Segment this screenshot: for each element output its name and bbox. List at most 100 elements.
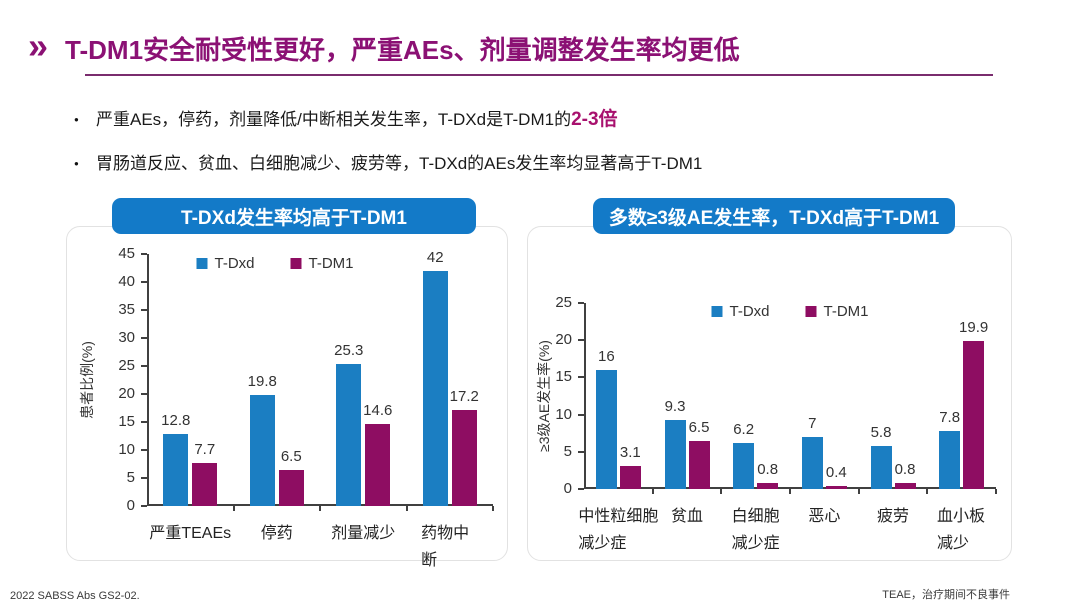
bar-t-dxd: [422, 270, 448, 506]
bar-t-dm1: [192, 462, 218, 506]
category-label: 停药: [260, 525, 293, 542]
y-axis-tick-label: 20: [555, 331, 572, 349]
bar-value-label: 3.1: [619, 443, 641, 461]
y-axis-label: ≥3级AE发生率(%): [536, 340, 552, 452]
legend-label: T-Dxd: [729, 303, 770, 320]
slide-header: » T-DM1安全耐受性更好，严重AEs、剂量调整发生率均更低: [28, 28, 740, 68]
y-axis-tick-mark: [141, 281, 147, 283]
bar-value-label: 16: [597, 347, 615, 365]
y-axis-tick-label: 15: [118, 413, 135, 430]
legend-swatch: [711, 306, 723, 317]
bar-t-dxd: [733, 442, 755, 489]
bar-value-label: 19.8: [247, 373, 277, 391]
y-axis-tick-mark: [578, 339, 584, 342]
bar-t-dm1: [963, 340, 985, 489]
y-axis-tick-mark: [578, 413, 584, 416]
category-label: 血小板减少: [936, 508, 985, 553]
y-axis-label: 患者比例(%): [79, 341, 95, 419]
right-chart-panel: ≥3级AE发生率(%) 0 5 10 15 20 25 16 3.1 中性粒细胞 减少症 9.3 6.…: [527, 226, 1012, 561]
x-axis-tick-mark: [232, 506, 235, 511]
y-axis-tick-label: 25: [555, 294, 572, 311]
bar-value-label: 0.8: [894, 461, 916, 479]
y-axis-tick-label: 10: [555, 405, 572, 423]
y-axis-tick-mark: [141, 253, 147, 255]
bar-value-label: 14.6: [363, 402, 393, 420]
bar-value-label: 19.9: [959, 318, 989, 336]
y-axis-tick-label: 30: [118, 329, 135, 346]
x-axis-tick-mark: [995, 489, 997, 494]
bar-t-dm1: [757, 483, 779, 489]
legend: T-Dxd T-DM1: [711, 303, 869, 320]
bullet-text: 胃肠道反应、贫血、白细胞减少、疲劳等，T-DXd的AEs发生率均显著高于T-DM…: [96, 153, 703, 173]
bullet-text: 严重AEs，停药，剂量降低/中断相关发生率，T-DXd是T-DM1的: [96, 110, 572, 129]
bar-value-label: 42: [426, 248, 444, 266]
y-axis-tick-mark: [578, 376, 584, 379]
left-chart-title-pill: T-DXd发生率均高于T-DM1: [112, 198, 476, 234]
bar-t-dm1: [619, 465, 641, 489]
bullet-list: 严重AEs，停药，剂量降低/中断相关发生率，T-DXd是T-DM1的2-3倍 胃…: [66, 106, 702, 193]
bullet-item: 胃肠道反应、贫血、白细胞减少、疲劳等，T-DXd的AEs发生率均显著高于T-DM…: [66, 150, 702, 179]
category-label: 药物中断: [421, 525, 470, 570]
y-axis-tick-mark: [141, 365, 147, 367]
x-axis-tick-mark: [720, 489, 723, 494]
double-chevron-icon: »: [28, 25, 48, 66]
y-axis-tick-label: 45: [118, 245, 135, 262]
y-axis-tick-label: 10: [118, 441, 135, 458]
footer-reference: 2022 SABSS Abs GS2-02.: [10, 590, 140, 602]
x-axis-tick-mark: [319, 506, 321, 511]
x-axis-tick-mark: [789, 489, 791, 494]
x-axis-tick-mark: [651, 489, 654, 494]
y-axis-tick-mark: [141, 337, 147, 339]
bullet-highlight: 2-3倍: [571, 109, 618, 130]
y-axis-tick-mark: [141, 449, 147, 451]
legend-item: T-DM1: [290, 255, 354, 272]
y-axis-tick-label: 5: [563, 442, 572, 460]
y-axis-tick-mark: [578, 302, 584, 304]
footer-abbreviation-note: TEAE，治疗期间不良事件: [882, 589, 1010, 601]
bar-t-dxd: [801, 436, 823, 489]
bar-value-label: 5.8: [870, 423, 892, 441]
category-label: 剂量减少: [331, 525, 396, 542]
plot-area: [147, 254, 493, 506]
bullet-item: 严重AEs，停药，剂量降低/中断相关发生率，T-DXd是T-DM1的2-3倍: [66, 106, 702, 135]
y-axis-tick-label: 20: [118, 385, 135, 402]
bar-t-dxd: [870, 445, 892, 489]
y-axis-tick-mark: [141, 393, 147, 395]
bar-t-dxd: [249, 395, 275, 506]
x-axis-tick-mark: [492, 506, 494, 511]
bar-t-dxd: [939, 430, 961, 489]
bar-value-label: 6.5: [280, 447, 302, 465]
y-axis-tick-mark: [141, 421, 147, 423]
bar-value-label: 7: [808, 414, 817, 432]
y-axis-tick-label: 25: [118, 357, 135, 374]
legend-swatch: [290, 258, 302, 269]
bar-value-label: 9.3: [664, 397, 686, 415]
legend-item: T-DM1: [805, 303, 869, 320]
y-axis-tick-label: 0: [126, 497, 135, 514]
x-axis-tick-mark: [926, 489, 929, 494]
bar-value-label: 7.7: [194, 440, 216, 458]
category-label: 白细胞 减少症: [731, 508, 780, 553]
plot-area: [584, 303, 996, 489]
bar-t-dm1: [688, 440, 710, 489]
bar-t-dm1: [894, 483, 916, 489]
bar-value-label: 0.4: [825, 464, 847, 482]
y-axis-tick-mark: [578, 450, 584, 453]
legend-item: T-Dxd: [711, 303, 770, 320]
right-bar-chart: ≥3级AE发生率(%) 0 5 10 15 20 25 16 3.1 中性粒细胞 减少症 9.3 6.…: [528, 227, 1011, 560]
category-label: 中性粒细胞 减少症: [578, 508, 659, 553]
bar-t-dxd: [163, 434, 189, 506]
bar-value-label: 7.8: [939, 408, 961, 426]
category-label: 疲劳: [876, 508, 910, 525]
bar-value-label: 6.2: [733, 420, 755, 438]
bar-value-label: 12.8: [161, 412, 191, 430]
bar-t-dm1: [825, 486, 847, 489]
legend-swatch: [805, 306, 817, 317]
legend-label: T-DM1: [308, 255, 354, 272]
bar-value-label: 25.3: [334, 342, 364, 360]
y-axis-tick-mark: [141, 477, 147, 479]
legend-swatch: [196, 258, 208, 269]
y-axis-tick-label: 15: [555, 368, 572, 386]
x-axis-tick-mark: [857, 489, 860, 494]
bar-value-label: 17.2: [449, 387, 479, 405]
